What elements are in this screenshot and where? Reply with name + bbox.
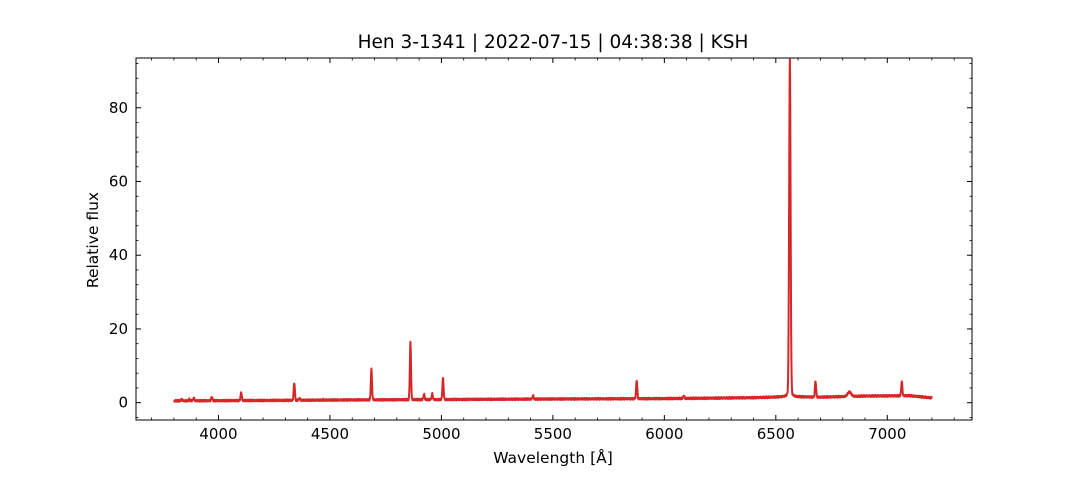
x-tick-label: 6500 (757, 425, 795, 443)
y-tick-label: 40 (109, 246, 128, 264)
plot-area: 4000 4500 5000 5500 6000 6500 7000 0 20 40 60 80 (109, 57, 973, 443)
x-tick-label: 7000 (868, 425, 906, 443)
y-tick-label: 60 (109, 172, 128, 190)
x-tick-label: 5500 (534, 425, 572, 443)
spectrum-line-0 (173, 58, 933, 403)
y-tick-label: 0 (118, 394, 128, 412)
x-tick-label: 6000 (645, 425, 683, 443)
y-tick-label: 20 (109, 320, 128, 338)
x-tick-label: 4500 (311, 425, 349, 443)
y-tick-label: 80 (109, 99, 128, 117)
x-tick-label: 5000 (422, 425, 460, 443)
axes-frame (135, 57, 973, 421)
x-tick-label: 4000 (199, 425, 237, 443)
y-axis-label: Relative flux (84, 192, 102, 288)
chart-title: Hen 3-1341 | 2022-07-15 | 04:38:38 | KSH (358, 32, 749, 53)
x-axis-label: Wavelength [Å] (493, 448, 613, 467)
